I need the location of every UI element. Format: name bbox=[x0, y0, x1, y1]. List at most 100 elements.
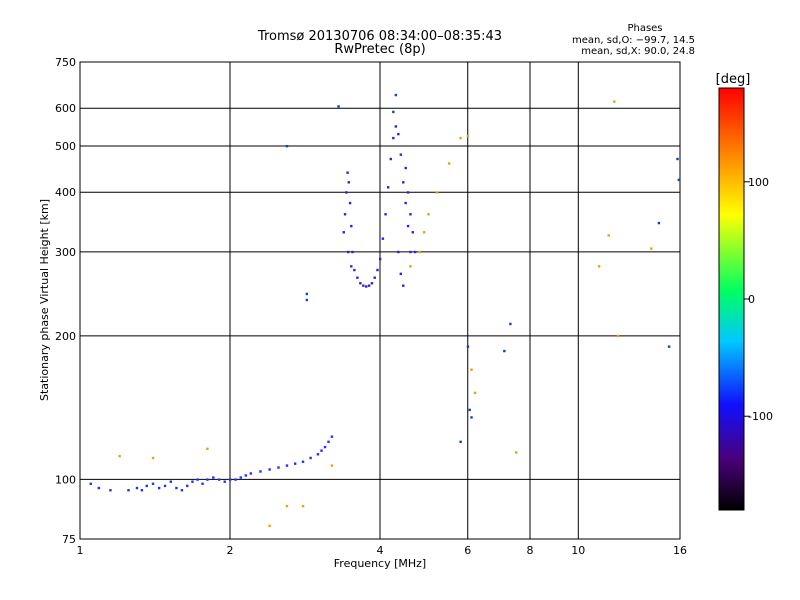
data-point bbox=[234, 478, 237, 481]
data-point bbox=[411, 231, 414, 234]
data-point bbox=[206, 447, 209, 451]
data-point bbox=[404, 201, 407, 205]
y-tick-label: 75 bbox=[62, 533, 76, 546]
data-point bbox=[367, 284, 371, 287]
data-point bbox=[503, 349, 506, 353]
data-point bbox=[406, 224, 410, 228]
data-point bbox=[597, 265, 601, 268]
data-point bbox=[223, 480, 226, 483]
phases-title: Phases bbox=[627, 23, 662, 34]
y-axis-ticks: 75 100 200 300 400 500 600 750 bbox=[55, 56, 76, 546]
data-point bbox=[422, 231, 426, 234]
data-point bbox=[359, 282, 362, 285]
data-point bbox=[301, 460, 305, 463]
data-point bbox=[229, 478, 232, 481]
data-point bbox=[394, 93, 398, 97]
data-point bbox=[389, 157, 392, 161]
data-point bbox=[140, 489, 144, 492]
data-point bbox=[404, 166, 407, 170]
data-point bbox=[350, 265, 353, 268]
data-point bbox=[379, 257, 382, 261]
data-point bbox=[397, 250, 400, 254]
x-tick-label: 6 bbox=[464, 544, 471, 557]
data-point bbox=[362, 284, 365, 287]
data-point bbox=[459, 440, 462, 444]
data-point bbox=[169, 480, 173, 483]
data-point bbox=[616, 334, 620, 338]
colorbar-tick-label: 0 bbox=[748, 293, 755, 306]
data-point bbox=[239, 476, 242, 479]
colorbar bbox=[718, 87, 745, 511]
data-point bbox=[151, 482, 155, 485]
data-point bbox=[384, 213, 387, 216]
data-point bbox=[301, 504, 305, 508]
data-point bbox=[145, 484, 148, 488]
data-point bbox=[293, 462, 297, 465]
data-point bbox=[285, 504, 289, 508]
data-point bbox=[175, 486, 178, 490]
colorbar-tick-label: -100 bbox=[748, 410, 773, 423]
data-point bbox=[676, 157, 679, 161]
colorbar-ticks: 100 0 -100 bbox=[744, 176, 773, 423]
data-point bbox=[337, 105, 340, 108]
data-point bbox=[370, 282, 374, 285]
data-point bbox=[402, 181, 405, 184]
data-point bbox=[650, 247, 653, 250]
data-point bbox=[447, 162, 451, 165]
x-tick-label: 10 bbox=[571, 544, 585, 557]
x-tick-label: 16 bbox=[673, 544, 687, 557]
data-point bbox=[327, 440, 330, 444]
data-point bbox=[466, 345, 470, 348]
data-point bbox=[330, 464, 334, 467]
data-point bbox=[353, 268, 356, 272]
data-point bbox=[201, 482, 204, 485]
data-point bbox=[127, 489, 130, 492]
data-point bbox=[305, 298, 309, 302]
data-point bbox=[409, 250, 412, 254]
y-tick-label: 200 bbox=[55, 330, 76, 343]
data-point bbox=[347, 181, 351, 184]
phases-o-line: mean, sd,O: −99.7, 14.5 bbox=[572, 35, 695, 46]
data-point bbox=[89, 482, 92, 485]
data-point bbox=[392, 110, 395, 114]
data-point bbox=[186, 484, 189, 488]
data-point bbox=[348, 201, 352, 205]
data-point bbox=[468, 408, 471, 412]
data-point bbox=[399, 272, 403, 276]
data-point bbox=[244, 474, 248, 477]
chart-subtitle: RwPretec (8p) bbox=[334, 42, 425, 57]
data-point bbox=[409, 213, 412, 216]
data-point bbox=[376, 268, 379, 272]
data-point bbox=[435, 191, 439, 194]
x-tick-label: 1 bbox=[77, 544, 84, 557]
data-point bbox=[259, 470, 262, 473]
data-point bbox=[515, 451, 518, 454]
data-point bbox=[657, 221, 661, 225]
data-point bbox=[392, 136, 395, 140]
data-point bbox=[305, 292, 309, 296]
data-point bbox=[118, 454, 121, 458]
data-point bbox=[151, 456, 155, 460]
data-point bbox=[613, 100, 616, 103]
data-point bbox=[323, 445, 327, 449]
data-point bbox=[157, 486, 161, 490]
data-point bbox=[466, 134, 470, 138]
data-point bbox=[316, 453, 320, 456]
data-point bbox=[470, 416, 473, 419]
x-axis-label: Frequency [MHz] bbox=[334, 557, 426, 570]
x-tick-label: 2 bbox=[227, 544, 234, 557]
colorbar-tick-label: 100 bbox=[748, 176, 769, 189]
data-point bbox=[413, 250, 417, 254]
data-point bbox=[268, 524, 271, 528]
y-tick-label: 300 bbox=[55, 246, 76, 259]
data-point bbox=[163, 484, 167, 488]
data-point bbox=[277, 466, 280, 469]
data-point bbox=[196, 478, 199, 481]
data-point bbox=[320, 449, 323, 452]
y-tick-label: 750 bbox=[55, 56, 76, 69]
y-tick-label: 500 bbox=[55, 140, 76, 153]
data-point bbox=[509, 322, 512, 326]
chart-title: Tromsø 20130706 08:34:00–08:35:43 bbox=[257, 29, 502, 44]
data-point bbox=[365, 285, 368, 288]
data-point bbox=[459, 136, 462, 140]
